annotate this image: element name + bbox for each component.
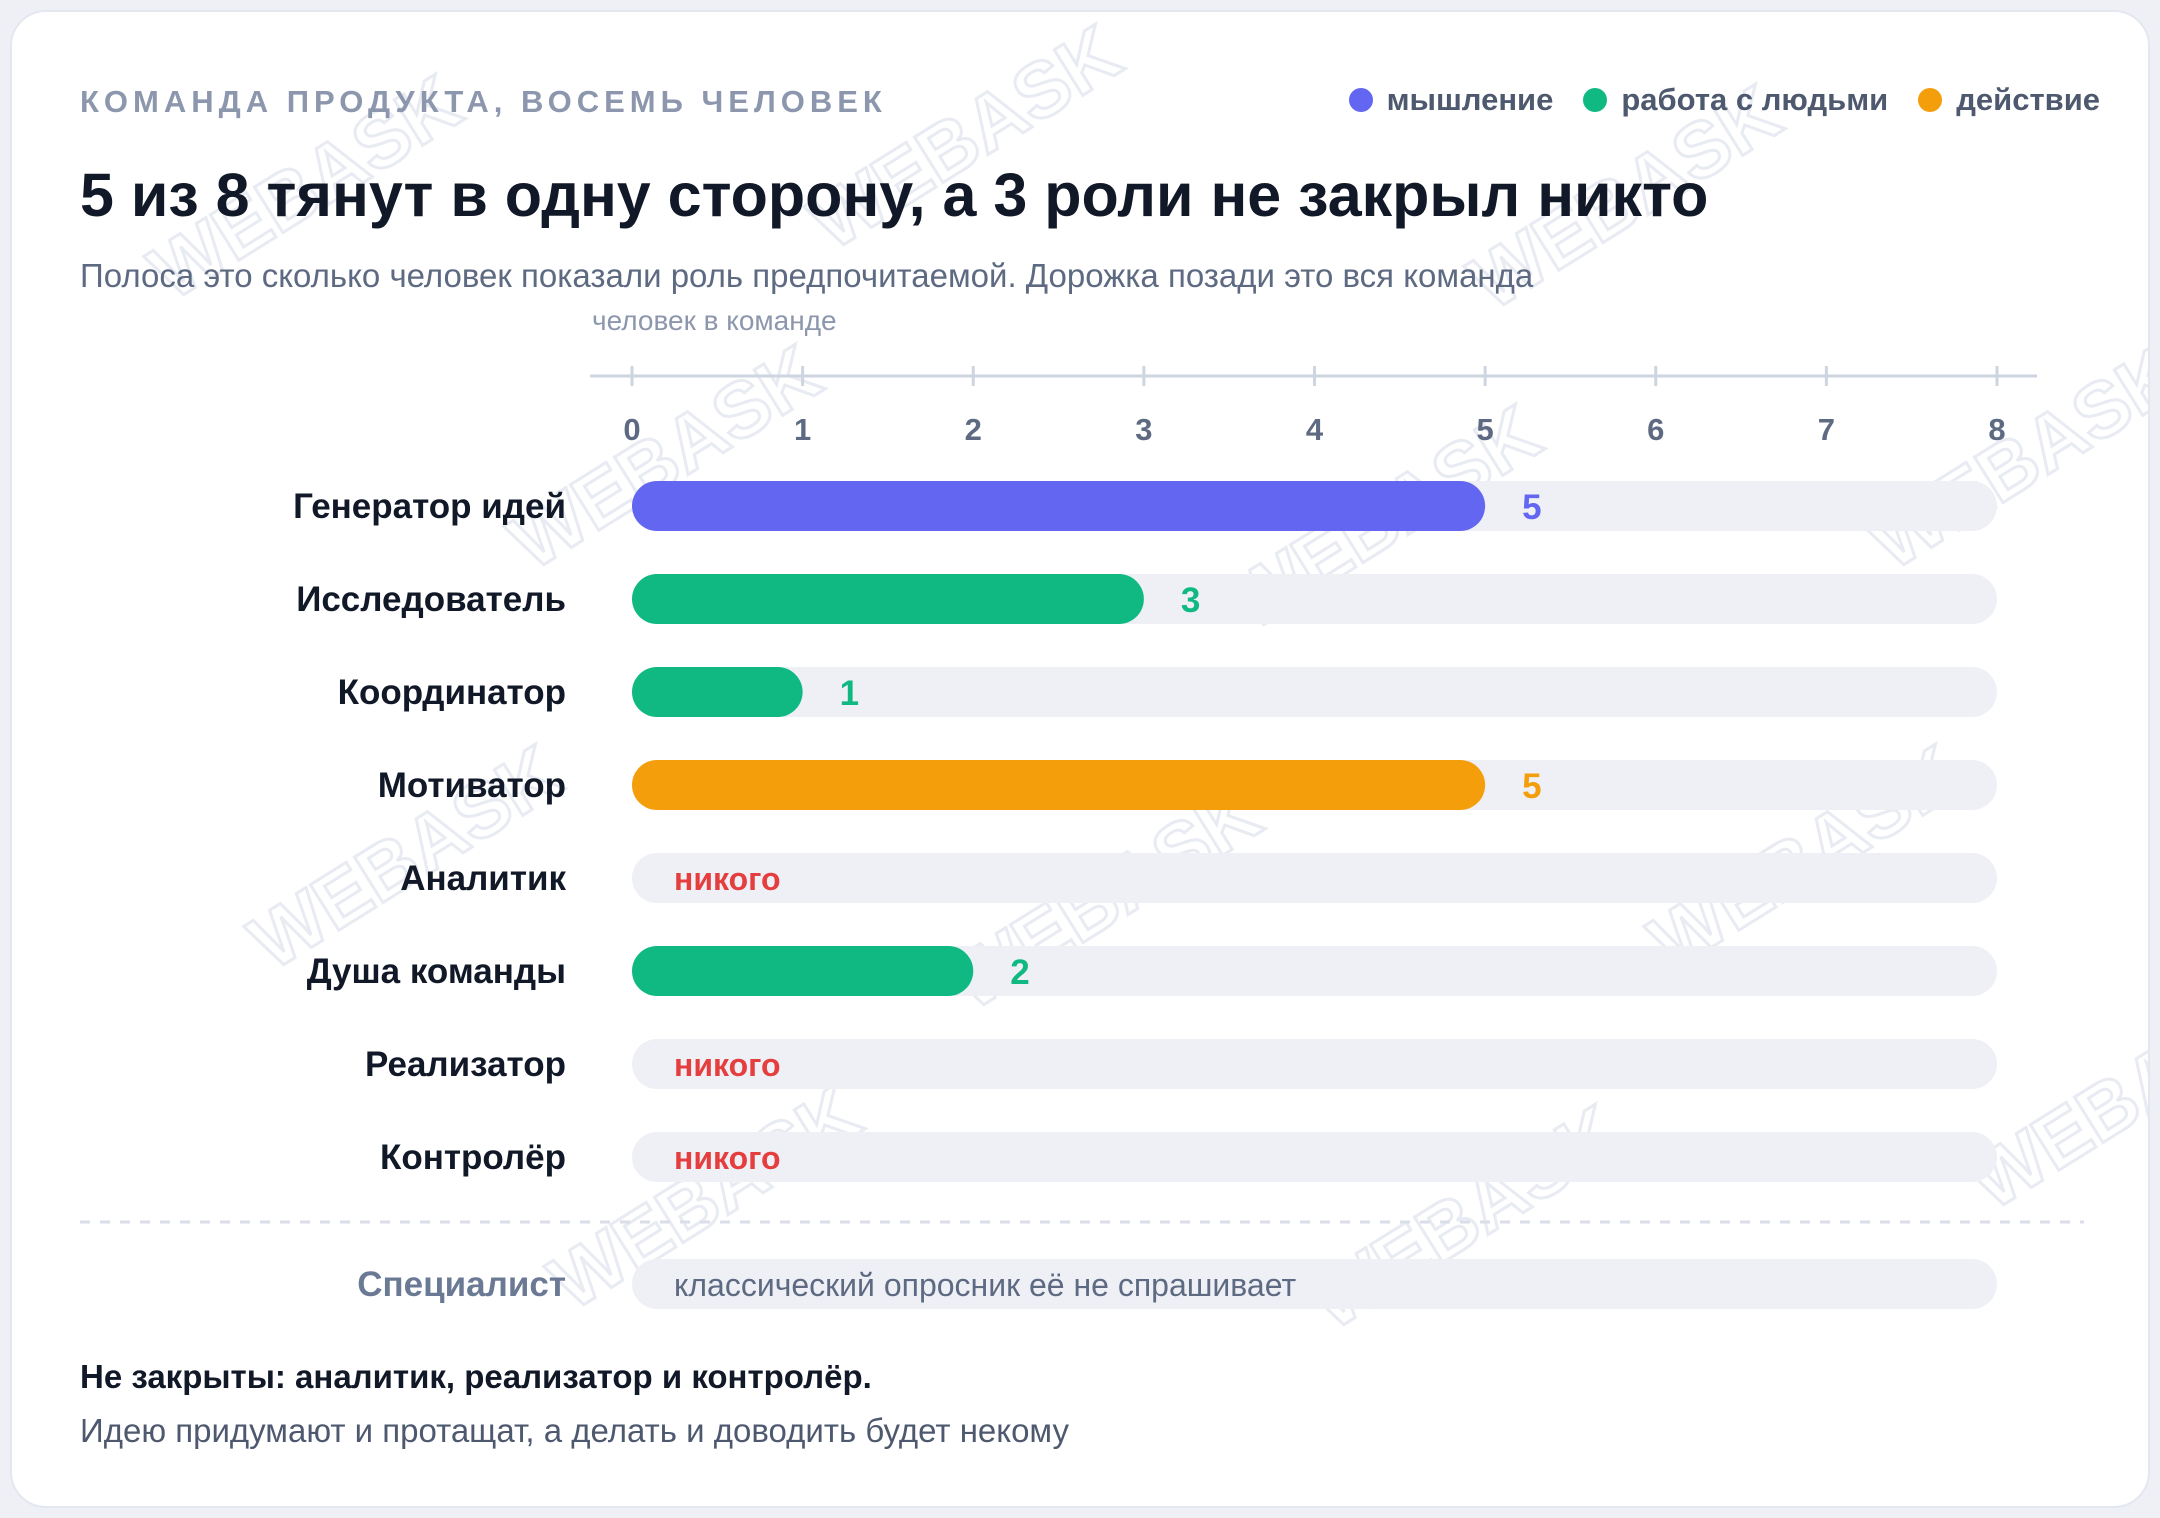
category-label: Контролёр bbox=[380, 1138, 566, 1177]
value-label: 1 bbox=[840, 674, 859, 713]
value-label: 2 bbox=[1010, 953, 1029, 992]
bar-track bbox=[632, 667, 1997, 717]
category-label: Душа команды bbox=[307, 952, 566, 991]
x-tick-label: 6 bbox=[1647, 412, 1664, 447]
conclusion-text: Не закрыты: аналитик, реализатор и контр… bbox=[80, 1358, 872, 1395]
eyebrow-label: КОМАНДА ПРОДУКТА, ВОСЕМЬ ЧЕЛОВЕК bbox=[80, 84, 887, 119]
legend-dot-thinking bbox=[1348, 88, 1373, 112]
bar bbox=[632, 481, 1486, 531]
none-label: никого bbox=[674, 1047, 781, 1083]
x-tick-label: 3 bbox=[1135, 412, 1152, 447]
x-tick-label: 7 bbox=[1818, 412, 1835, 447]
extra-row-note: классический опросник её не спрашивает bbox=[674, 1267, 1296, 1303]
category-label: Мотиватор bbox=[378, 766, 566, 805]
chart-title: 5 из 8 тянут в одну сторону, а 3 роли не… bbox=[80, 161, 1709, 229]
bar bbox=[632, 574, 1144, 624]
legend-label-thinking: мышление bbox=[1386, 82, 1554, 117]
x-tick-label: 2 bbox=[965, 412, 982, 447]
category-label: Реализатор bbox=[365, 1045, 566, 1084]
legend-item-action: действие bbox=[1918, 82, 2100, 118]
chart-subtitle: Полоса это сколько человек показали роль… bbox=[80, 257, 1534, 294]
category-label: Аналитик bbox=[400, 859, 566, 898]
x-tick-label: 0 bbox=[623, 412, 640, 447]
extra-row-track bbox=[632, 1259, 1997, 1309]
legend-item-people: работа с людьми bbox=[1583, 82, 1888, 118]
bar bbox=[632, 760, 1486, 810]
category-label: Генератор идей bbox=[293, 487, 566, 526]
x-tick-label: 1 bbox=[794, 412, 811, 447]
value-label: 5 bbox=[1522, 767, 1541, 806]
legend-item-thinking: мышление bbox=[1348, 82, 1554, 118]
x-axis-title: человек в команде bbox=[592, 305, 837, 336]
conclusion-note: Идею придумают и протащат, а делать и до… bbox=[80, 1412, 1069, 1449]
legend-label-people: работа с людьми bbox=[1621, 82, 1889, 117]
bar bbox=[632, 667, 803, 717]
value-label: 3 bbox=[1181, 581, 1200, 620]
bar bbox=[632, 946, 974, 996]
none-label: никого bbox=[674, 1140, 781, 1176]
x-tick-label: 8 bbox=[1988, 412, 2005, 447]
legend-dot-action bbox=[1918, 88, 1943, 112]
bar-track bbox=[632, 1132, 1997, 1182]
chart-card: WEBASK WEBASK WEBASK WEBASK WEBASK WEBASK WEBA… bbox=[10, 10, 2150, 1508]
legend: мышление работа с людьми действие bbox=[1348, 82, 2100, 118]
legend-label-action: действие bbox=[1956, 82, 2100, 117]
bar-track bbox=[632, 946, 1997, 996]
bar-track bbox=[632, 1039, 1997, 1089]
category-label: Исследователь bbox=[296, 580, 566, 619]
value-label: 5 bbox=[1522, 488, 1541, 527]
category-label: Координатор bbox=[338, 673, 566, 712]
x-tick-label: 5 bbox=[1477, 412, 1494, 447]
bar-chart: человек в команде 0 1 2 3 4 5 6 7 8 Генератор идей… bbox=[80, 305, 2084, 1309]
extra-row-label: Специалист bbox=[357, 1265, 566, 1304]
x-tick-label: 4 bbox=[1306, 412, 1324, 447]
legend-dot-people bbox=[1583, 88, 1608, 112]
none-label: никого bbox=[674, 861, 781, 897]
bar-track bbox=[632, 853, 1997, 903]
